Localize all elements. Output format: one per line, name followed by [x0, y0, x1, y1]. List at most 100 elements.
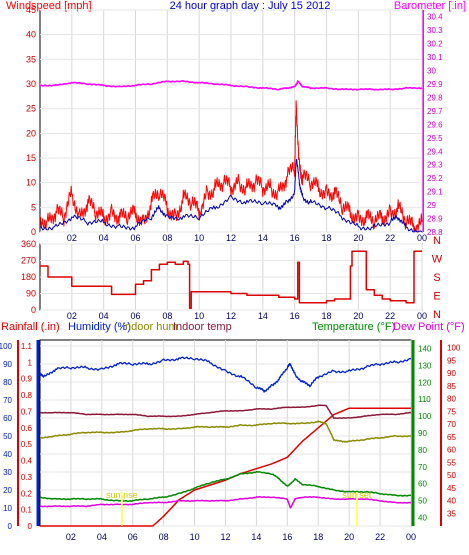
time-tick-top-10: 10	[194, 233, 204, 243]
wind-tick-15: 15	[26, 153, 36, 163]
baro-tick-29.9: 29.9	[427, 80, 443, 89]
hum-tick-0: 0	[8, 522, 13, 531]
time-tick-bottom-04: 04	[97, 532, 107, 542]
hum-tick-10: 10	[3, 504, 12, 513]
rain-tick-1.1: 1.1	[21, 342, 33, 351]
dew-tick-50: 50	[447, 471, 456, 480]
dew-tick-35: 35	[447, 509, 456, 518]
grid-layer	[40, 9, 423, 527]
time-tick-dir-12: 12	[226, 311, 236, 321]
dew-tick-70: 70	[447, 420, 456, 429]
time-tick-bottom-02: 02	[66, 532, 76, 542]
series-dewpoint	[40, 496, 411, 509]
time-tick-top-08: 08	[162, 233, 172, 243]
hum-tick-50: 50	[3, 432, 12, 441]
baro-tick-30: 30	[427, 67, 436, 76]
time-tick-dir-02: 02	[67, 311, 77, 321]
time-tick-bottom-00: 00	[406, 532, 416, 542]
baro-tick-30.3: 30.3	[427, 26, 443, 35]
time-tick-bottom-22: 22	[375, 532, 385, 542]
baro-tick-29.5: 29.5	[427, 134, 443, 143]
legend-dewpoint: Dew Point (°F)	[393, 321, 465, 333]
time-tick-top-20: 20	[353, 233, 363, 243]
time-tick-top-02: 02	[67, 233, 77, 243]
dir-tick-0: 0	[31, 305, 36, 315]
chart-title: 24 hour graph day : July 15 2012	[170, 0, 331, 12]
time-tick-dir-20: 20	[353, 311, 363, 321]
temp-tick-40: 40	[418, 514, 427, 523]
wind-tick-30: 30	[26, 79, 36, 89]
wind-tick-35: 35	[26, 54, 36, 64]
wind-tick-10: 10	[26, 178, 36, 188]
dew-tick-65: 65	[447, 433, 456, 442]
rain-tick-0.4: 0.4	[21, 457, 33, 466]
hum-tick-60: 60	[3, 414, 12, 423]
time-tick-top-18: 18	[321, 233, 331, 243]
compass-N-4: N	[433, 309, 441, 321]
time-tick-dir-22: 22	[385, 311, 395, 321]
series-wind-average	[40, 159, 423, 233]
series-windspeed	[39, 100, 423, 233]
baro-tick-30.2: 30.2	[427, 40, 443, 49]
hum-tick-20: 20	[3, 486, 12, 495]
rain-tick-0.8: 0.8	[21, 391, 33, 400]
hum-tick-40: 40	[3, 450, 12, 459]
time-tick-top-06: 06	[130, 233, 140, 243]
dew-tick-40: 40	[447, 497, 456, 506]
windspeed-axis-label: Windspeed [mph]	[6, 0, 92, 12]
time-tick-dir-04: 04	[99, 311, 109, 321]
series-barometer	[40, 80, 423, 91]
rain-tick-0.6: 0.6	[21, 424, 33, 433]
dew-tick-100: 100	[447, 344, 461, 353]
baro-tick-29: 29	[427, 201, 436, 210]
hum-tick-100: 100	[0, 342, 13, 351]
temp-tick-130: 130	[418, 361, 432, 370]
rain-tick-0.5: 0.5	[21, 440, 33, 449]
temp-tick-60: 60	[418, 480, 427, 489]
temp-tick-110: 110	[418, 395, 431, 404]
wind-tick-20: 20	[26, 128, 36, 138]
dir-tick-270: 270	[21, 256, 36, 266]
baro-tick-30.4: 30.4	[427, 13, 443, 22]
dew-tick-80: 80	[447, 395, 456, 404]
time-tick-dir-00: 00	[417, 311, 427, 321]
time-tick-dir-08: 08	[162, 311, 172, 321]
time-tick-bottom-16: 16	[282, 532, 292, 542]
baro-tick-29.4: 29.4	[427, 147, 443, 156]
time-tick-top-14: 14	[258, 233, 268, 243]
compass-W-1: W	[432, 254, 443, 266]
sunset-label: sun set	[342, 490, 372, 500]
time-tick-top-04: 04	[99, 233, 109, 243]
temp-tick-120: 120	[418, 378, 432, 387]
dew-tick-95: 95	[447, 356, 456, 365]
temp-tick-140: 140	[418, 344, 432, 353]
hum-tick-90: 90	[3, 360, 12, 369]
legend-temperature: Temperature (°F)	[312, 321, 395, 333]
legend-rainfall: Rainfall (.in)	[1, 321, 60, 333]
wind-tick-5: 5	[31, 202, 36, 212]
dew-tick-45: 45	[447, 484, 456, 493]
baro-tick-29.1: 29.1	[427, 188, 443, 197]
rain-tick-0.2: 0.2	[21, 489, 33, 498]
baro-tick-28.8: 28.8	[427, 228, 443, 237]
series-indoor-temp	[40, 404, 412, 420]
time-tick-top-22: 22	[385, 233, 395, 243]
time-tick-bottom-10: 10	[190, 532, 200, 542]
legend-humidity: Humidity (%)	[68, 321, 131, 333]
hum-tick-80: 80	[3, 378, 12, 387]
time-tick-dir-18: 18	[321, 311, 331, 321]
rain-tick-0.7: 0.7	[21, 407, 33, 416]
legend-indoor-hum: Indoor hum	[122, 321, 178, 333]
rain-tick-0.9: 0.9	[21, 375, 33, 384]
series-temperature	[39, 470, 411, 503]
compass-E-3: E	[433, 291, 440, 303]
time-tick-bottom-06: 06	[128, 532, 138, 542]
time-tick-dir-10: 10	[194, 311, 204, 321]
dew-tick-85: 85	[447, 382, 456, 391]
barometer-axis-label: Barometer [.in]	[394, 0, 466, 12]
time-tick-dir-14: 14	[258, 311, 268, 321]
dew-tick-75: 75	[447, 407, 456, 416]
rain-tick-0.3: 0.3	[21, 473, 33, 482]
